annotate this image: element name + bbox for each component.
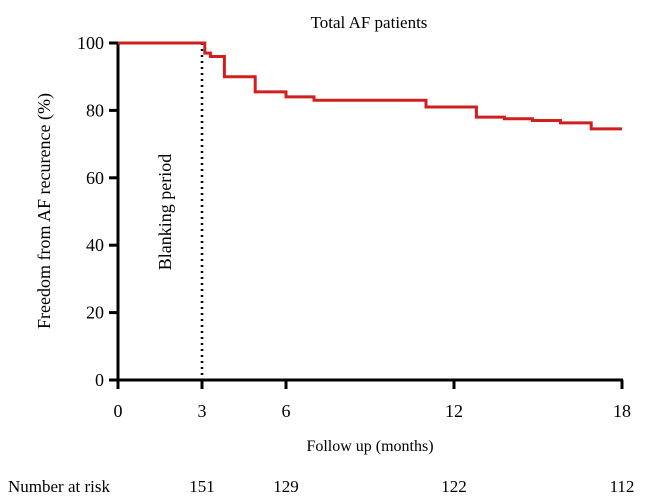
y-tick-label: 100	[77, 33, 104, 53]
number-at-risk-label: Number at risk	[8, 477, 110, 496]
chart-title: Total AF patients	[311, 13, 428, 32]
x-tick-label: 0	[114, 401, 123, 421]
number-at-risk-value: 129	[273, 477, 299, 496]
y-tick-label: 80	[86, 100, 104, 120]
axes	[109, 41, 624, 389]
survival-curve-layer	[118, 41, 622, 131]
number-at-risk-value: 151	[189, 477, 215, 496]
x-axis-label: Follow up (months)	[306, 438, 433, 455]
x-tick-label: 3	[198, 401, 207, 421]
number-at-risk-row: 151 129 122 112	[189, 477, 634, 496]
number-at-risk-value: 112	[610, 477, 635, 496]
x-tick-label: 12	[445, 401, 463, 421]
x-tick-label: 6	[282, 401, 291, 421]
blanking-period-label: Blanking period	[155, 154, 175, 270]
y-tick-label: 60	[86, 168, 104, 188]
survival-curve-0	[118, 41, 622, 131]
y-tick-label: 0	[95, 370, 104, 390]
tick-labels: 0 20 40 60 80 100 0 3 6 12 18	[77, 33, 631, 421]
x-tick-label: 18	[613, 401, 631, 421]
y-tick-label: 20	[86, 303, 104, 323]
number-at-risk-value: 122	[441, 477, 467, 496]
y-tick-label: 40	[86, 235, 104, 255]
y-axis-label: Freedom from AF recurence (%)	[34, 93, 55, 329]
